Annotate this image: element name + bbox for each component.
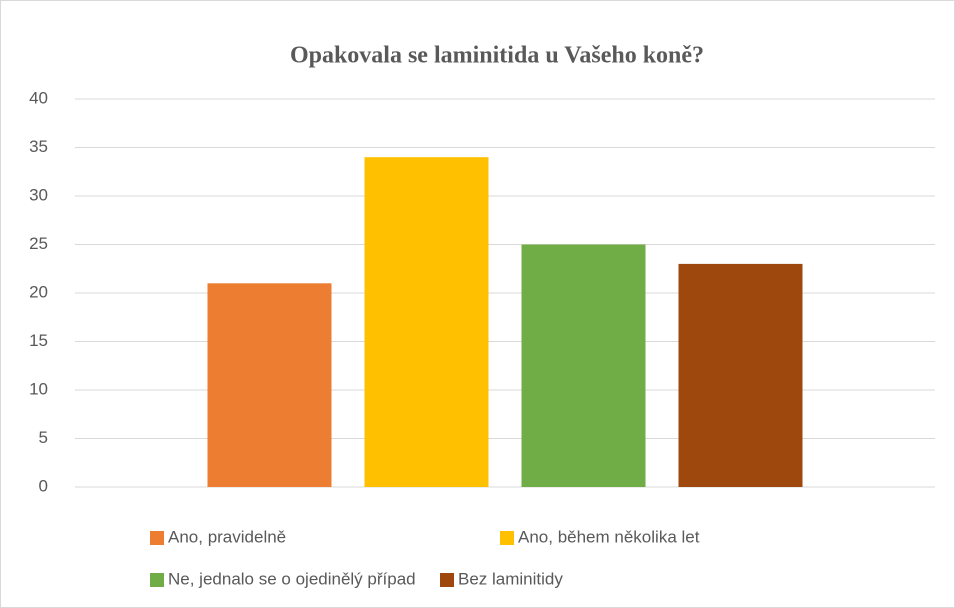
legend-swatch: [440, 573, 454, 587]
y-tick-label: 15: [29, 331, 48, 350]
y-tick-label: 10: [29, 379, 48, 398]
bar: [521, 244, 646, 487]
bar: [207, 283, 332, 487]
y-tick-label: 35: [29, 137, 48, 156]
chart-title: Opakovala se laminitida u Vašeho koně?: [290, 43, 704, 69]
y-tick-label: 5: [39, 428, 48, 447]
y-tick-label: 25: [29, 234, 48, 253]
legend-label: Ne, jednalo se o ojedinělý případ: [168, 569, 416, 588]
y-tick-label: 0: [39, 476, 48, 495]
y-tick-label: 40: [29, 88, 48, 107]
y-tick-label: 30: [29, 185, 48, 204]
bar: [678, 263, 803, 487]
bar: [364, 157, 489, 487]
legend-label: Ano, pravidelně: [168, 527, 286, 546]
legend-swatch: [150, 573, 164, 587]
y-tick-label: 20: [29, 282, 48, 301]
legend-label: Bez laminitidy: [458, 569, 563, 588]
legend-label: Ano, během několika let: [518, 527, 700, 546]
legend-swatch: [500, 531, 514, 545]
legend-swatch: [150, 531, 164, 545]
